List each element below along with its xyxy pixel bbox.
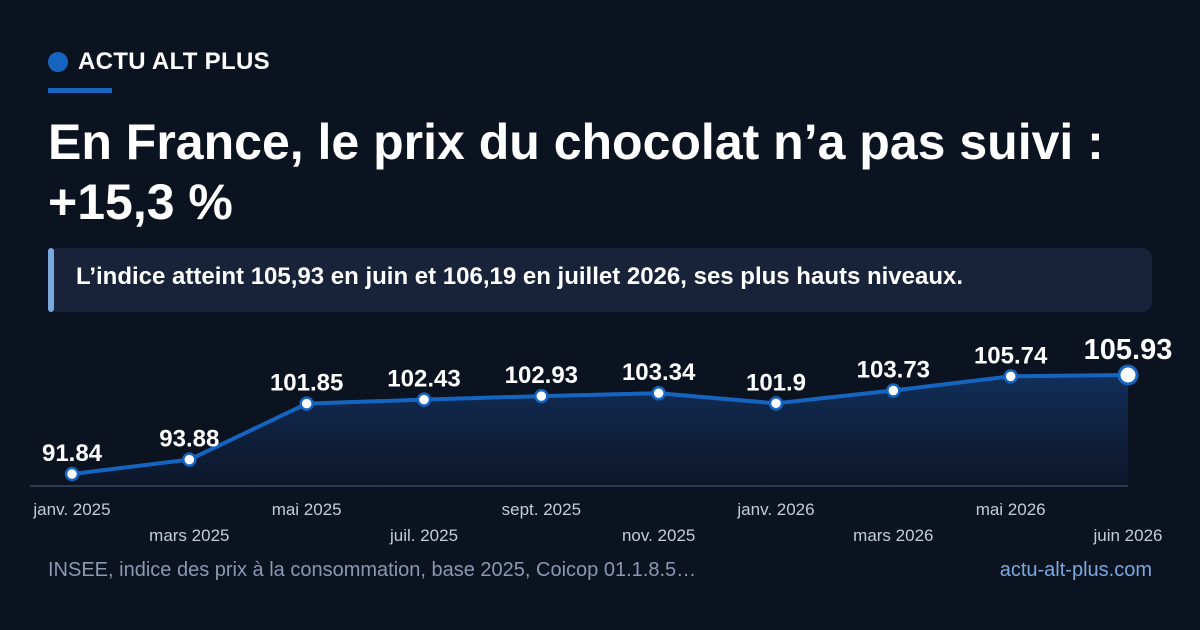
data-point [1117,364,1139,386]
brand: ACTU ALT PLUS [48,48,270,76]
callout-box: L’indice atteint 105,93 en juin et 106,1… [48,248,1152,312]
x-tick-label: sept. 2025 [502,500,581,519]
data-point [534,388,549,404]
x-tick-label: mai 2026 [976,500,1046,519]
callout-accent-bar [48,248,54,312]
x-tick-label: juin 2026 [1092,526,1162,545]
callout-text: L’indice atteint 105,93 en juin et 106,1… [76,263,964,290]
series-line [71,373,1129,476]
data-label: 105.74 [974,342,1048,369]
data-point [886,383,901,398]
x-tick-label: juil. 2025 [389,526,458,545]
data-label: 93.88 [159,426,219,453]
x-tick-label: nov. 2025 [622,526,695,545]
data-point [182,452,197,467]
x-tick-label: mai 2025 [272,500,342,519]
x-tick-label: mars 2025 [149,526,229,545]
data-label: 105.93 [1084,334,1173,366]
data-point [64,466,80,482]
brand-dot-icon [48,52,68,72]
data-point [768,396,784,411]
data-label: 101.9 [746,369,806,396]
x-tick-label: mars 2026 [853,526,933,545]
data-label: 91.84 [42,440,103,467]
data-point [1003,369,1018,384]
data-point [416,392,432,407]
site-link[interactable]: actu-alt-plus.com [999,559,1152,581]
data-label: 102.43 [387,366,460,393]
x-tick-label: janv. 2025 [32,500,110,519]
data-label: 103.34 [622,359,696,386]
data-label: 101.85 [270,370,343,397]
headline: En France, le prix du chocolat n’a pas s… [48,114,1104,230]
price-index-chart: 91.84 93.88 101.85 102.43 102.93 103.34 101.9 1… [30,334,1173,545]
area-fill [72,375,1128,486]
brand-underline [48,88,112,93]
data-label: 103.73 [857,356,930,383]
data-point [299,396,314,411]
brand-name: ACTU ALT PLUS [78,48,270,75]
data-point [651,385,666,401]
x-tick-label: janv. 2026 [736,500,814,519]
source-note: INSEE, indice des prix à la consommation… [48,559,697,581]
data-label: 102.93 [505,362,578,389]
